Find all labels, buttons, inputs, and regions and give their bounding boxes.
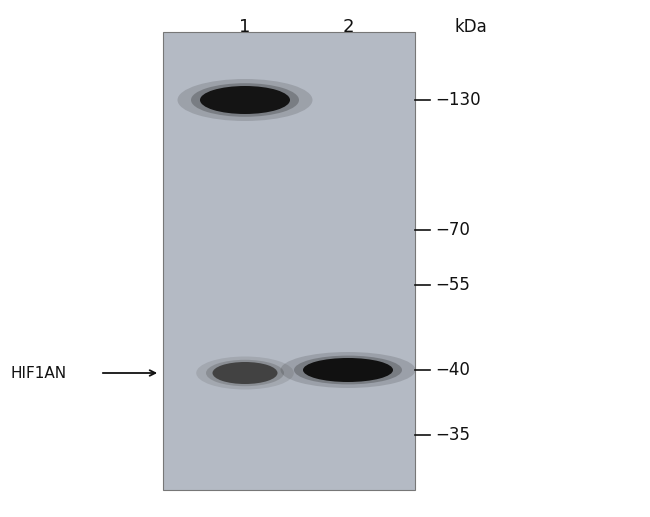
Ellipse shape — [206, 360, 284, 386]
Text: 2: 2 — [343, 18, 354, 36]
Ellipse shape — [303, 358, 393, 382]
Text: −35: −35 — [435, 426, 470, 444]
Text: −55: −55 — [435, 276, 470, 294]
Text: −40: −40 — [435, 361, 470, 379]
Ellipse shape — [177, 79, 313, 121]
Ellipse shape — [281, 352, 415, 388]
Ellipse shape — [294, 356, 402, 385]
Text: −70: −70 — [435, 221, 470, 239]
Bar — [163, 32, 415, 490]
Ellipse shape — [200, 86, 290, 114]
Ellipse shape — [191, 83, 299, 117]
Text: HIF1AN: HIF1AN — [10, 366, 66, 381]
Text: −130: −130 — [435, 91, 480, 109]
Ellipse shape — [213, 362, 278, 384]
Text: kDa: kDa — [455, 18, 488, 36]
Ellipse shape — [196, 357, 294, 389]
Text: 1: 1 — [239, 18, 251, 36]
